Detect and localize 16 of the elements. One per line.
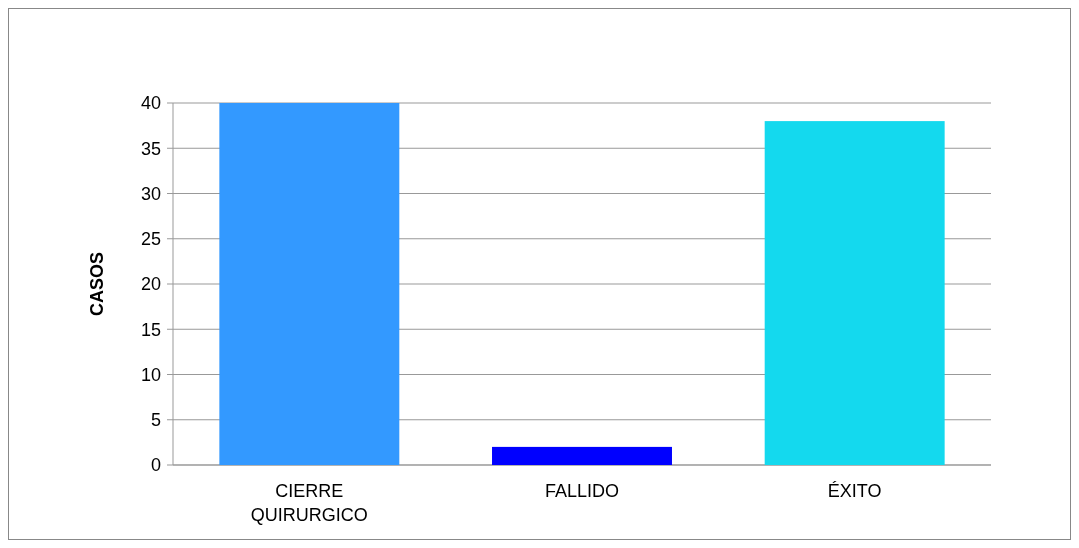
y-axis-title: CASOS [87, 251, 107, 317]
x-tick-label: FALLIDO [544, 481, 620, 501]
y-tick-label: 25 [140, 229, 161, 250]
y-tick-label: 15 [140, 319, 161, 340]
x-tick-label: CIERRE QUIRURGICO [250, 481, 368, 525]
y-tick-label: 30 [140, 183, 161, 204]
y-tick-label: 20 [140, 274, 161, 295]
bar [492, 446, 672, 465]
y-tick-label: 5 [150, 410, 161, 431]
bar [219, 103, 400, 465]
bar [764, 121, 945, 465]
y-tick-label: 0 [150, 455, 161, 476]
y-tick-label: 10 [140, 364, 161, 385]
y-tick-label: 40 [140, 93, 161, 114]
y-tick-label: 35 [140, 138, 161, 159]
x-tick-label: ÉXITO [827, 481, 882, 501]
